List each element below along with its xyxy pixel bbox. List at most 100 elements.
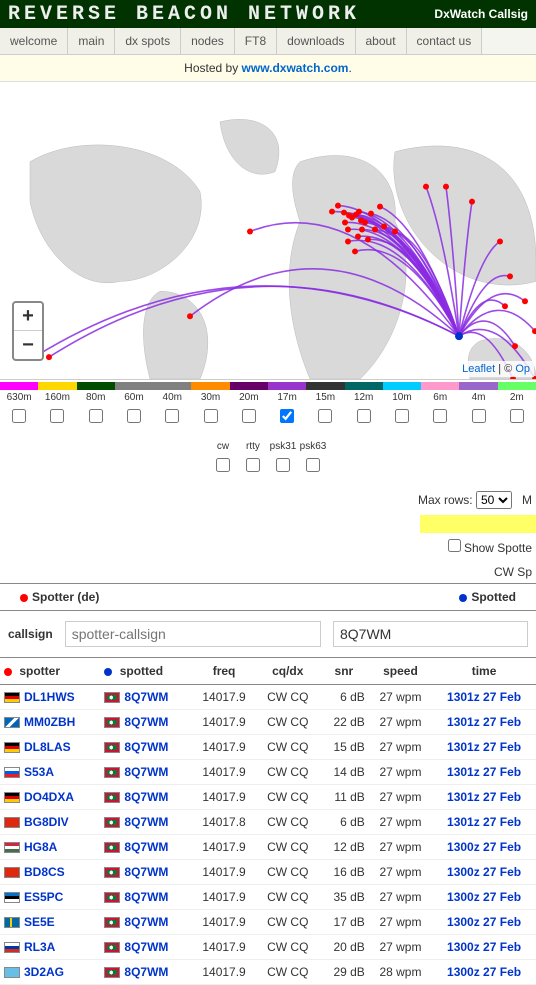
col-spotted[interactable]: spotted — [100, 658, 191, 685]
band-label-6m: 6m — [421, 392, 459, 403]
snr-cell: 12 dB — [319, 835, 369, 860]
spotter-callsign-input[interactable] — [65, 621, 321, 647]
spots-table: spotter spotted freq cq/dx snr speed tim… — [0, 658, 536, 985]
spotter-callsign-link[interactable]: DO4DXA — [24, 790, 74, 804]
max-rows-select[interactable]: 50 — [476, 491, 512, 509]
nav-downloads[interactable]: downloads — [277, 28, 355, 54]
band-check-4m[interactable] — [472, 409, 486, 423]
time-link[interactable]: 1301z 27 Feb — [447, 690, 521, 704]
band-check-10m[interactable] — [395, 409, 409, 423]
spotted-callsign-link[interactable]: 8Q7WM — [124, 965, 168, 979]
mode-check-psk63[interactable] — [306, 458, 320, 472]
time-link[interactable]: 1301z 27 Feb — [447, 790, 521, 804]
spotted-callsign-link[interactable]: 8Q7WM — [124, 815, 168, 829]
mode-check-cw[interactable] — [216, 458, 230, 472]
zoom-out-button[interactable]: − — [14, 331, 42, 359]
col-speed[interactable]: speed — [369, 658, 432, 685]
spotted-callsign-link[interactable]: 8Q7WM — [124, 865, 168, 879]
spotter-callsign-link[interactable]: DL1HWS — [24, 690, 75, 704]
hosted-link[interactable]: www.dxwatch.com — [242, 61, 349, 75]
snr-cell: 29 dB — [319, 960, 369, 985]
mode-check-rtty[interactable] — [246, 458, 260, 472]
freq-cell: 14017.9 — [192, 785, 257, 810]
spotter-callsign-link[interactable]: ES5PC — [24, 890, 63, 904]
header-right-label[interactable]: DxWatch Callsig — [434, 7, 528, 21]
nav-contact-us[interactable]: contact us — [407, 28, 483, 54]
spotter-callsign-link[interactable]: DL8LAS — [24, 740, 71, 754]
col-spotter[interactable]: spotter — [0, 658, 100, 685]
mode-check-psk31[interactable] — [276, 458, 290, 472]
band-check-2m[interactable] — [510, 409, 524, 423]
leaflet-link[interactable]: Leaflet — [462, 363, 495, 375]
spotter-callsign-link[interactable]: S53A — [24, 765, 54, 779]
time-link[interactable]: 1300z 27 Feb — [447, 940, 521, 954]
band-check-15m[interactable] — [318, 409, 332, 423]
band-check-60m[interactable] — [127, 409, 141, 423]
map-canvas[interactable] — [0, 82, 536, 379]
time-link[interactable]: 1301z 27 Feb — [447, 740, 521, 754]
nav-nodes[interactable]: nodes — [181, 28, 235, 54]
flag-icon-mv — [104, 867, 120, 878]
speed-cell: 27 wpm — [369, 810, 432, 835]
band-check-12m[interactable] — [357, 409, 371, 423]
snr-cell: 35 dB — [319, 885, 369, 910]
nav-welcome[interactable]: welcome — [0, 28, 68, 54]
col-snr[interactable]: snr — [319, 658, 369, 685]
spotter-callsign-link[interactable]: BD8CS — [24, 865, 65, 879]
flag-icon-de — [4, 742, 20, 753]
band-check-160m[interactable] — [50, 409, 64, 423]
spotter-callsign-link[interactable]: HG8A — [24, 840, 57, 854]
spotter-callsign-link[interactable]: SE5E — [24, 915, 55, 929]
time-link[interactable]: 1301z 27 Feb — [447, 815, 521, 829]
nav-main[interactable]: main — [68, 28, 115, 54]
time-link[interactable]: 1301z 27 Feb — [447, 765, 521, 779]
band-check-80m[interactable] — [89, 409, 103, 423]
band-check-20m[interactable] — [242, 409, 256, 423]
spotted-callsign-link[interactable]: 8Q7WM — [124, 790, 168, 804]
spotted-callsign-link[interactable]: 8Q7WM — [124, 890, 168, 904]
nav-dx-spots[interactable]: dx spots — [115, 28, 181, 54]
nav-FT8[interactable]: FT8 — [235, 28, 277, 54]
col-time[interactable]: time — [432, 658, 536, 685]
time-link[interactable]: 1300z 27 Feb — [447, 915, 521, 929]
flag-icon-cn — [4, 817, 20, 828]
flag-icon-ee — [4, 892, 20, 903]
spotted-callsign-link[interactable]: 8Q7WM — [124, 740, 168, 754]
nav-about[interactable]: about — [356, 28, 407, 54]
spotted-callsign-link[interactable]: 8Q7WM — [124, 715, 168, 729]
flag-icon-se — [4, 917, 20, 928]
spotted-callsign-link[interactable]: 8Q7WM — [124, 840, 168, 854]
show-spotters-checkbox[interactable] — [448, 539, 461, 552]
zoom-in-button[interactable]: + — [14, 303, 42, 331]
snr-cell: 20 dB — [319, 935, 369, 960]
map[interactable]: + − Leaflet | © Op — [0, 82, 536, 380]
spotted-callsign-link[interactable]: 8Q7WM — [124, 915, 168, 929]
col-freq[interactable]: freq — [192, 658, 257, 685]
spotter-callsign-link[interactable]: BG8DIV — [24, 815, 69, 829]
speed-cell: 27 wpm — [369, 735, 432, 760]
spotter-callsign-link[interactable]: MM0ZBH — [24, 715, 75, 729]
col-cqdx[interactable]: cq/dx — [257, 658, 319, 685]
time-link[interactable]: 1300z 27 Feb — [447, 865, 521, 879]
band-check-6m[interactable] — [433, 409, 447, 423]
time-link[interactable]: 1300z 27 Feb — [447, 890, 521, 904]
mode-label-psk31: psk31 — [268, 441, 298, 452]
spotter-callsign-link[interactable]: RL3A — [24, 940, 55, 954]
time-link[interactable]: 1300z 27 Feb — [447, 840, 521, 854]
table-row: MM0ZBH8Q7WM14017.9CW CQ22 dB27 wpm1301z … — [0, 710, 536, 735]
spotted-callsign-link[interactable]: 8Q7WM — [124, 940, 168, 954]
spotted-callsign-input[interactable] — [333, 621, 528, 647]
spotted-callsign-link[interactable]: 8Q7WM — [124, 690, 168, 704]
flag-icon-de — [4, 792, 20, 803]
osm-link[interactable]: Op — [515, 363, 530, 375]
time-link[interactable]: 1301z 27 Feb — [447, 715, 521, 729]
speed-cell: 27 wpm — [369, 835, 432, 860]
band-check-17m[interactable] — [280, 409, 294, 423]
band-check-630m[interactable] — [12, 409, 26, 423]
time-link[interactable]: 1300z 27 Feb — [447, 965, 521, 979]
spotter-callsign-link[interactable]: 3D2AG — [24, 965, 64, 979]
band-check-30m[interactable] — [204, 409, 218, 423]
band-check-40m[interactable] — [165, 409, 179, 423]
spotted-callsign-link[interactable]: 8Q7WM — [124, 765, 168, 779]
band-label-630m: 630m — [0, 392, 38, 403]
